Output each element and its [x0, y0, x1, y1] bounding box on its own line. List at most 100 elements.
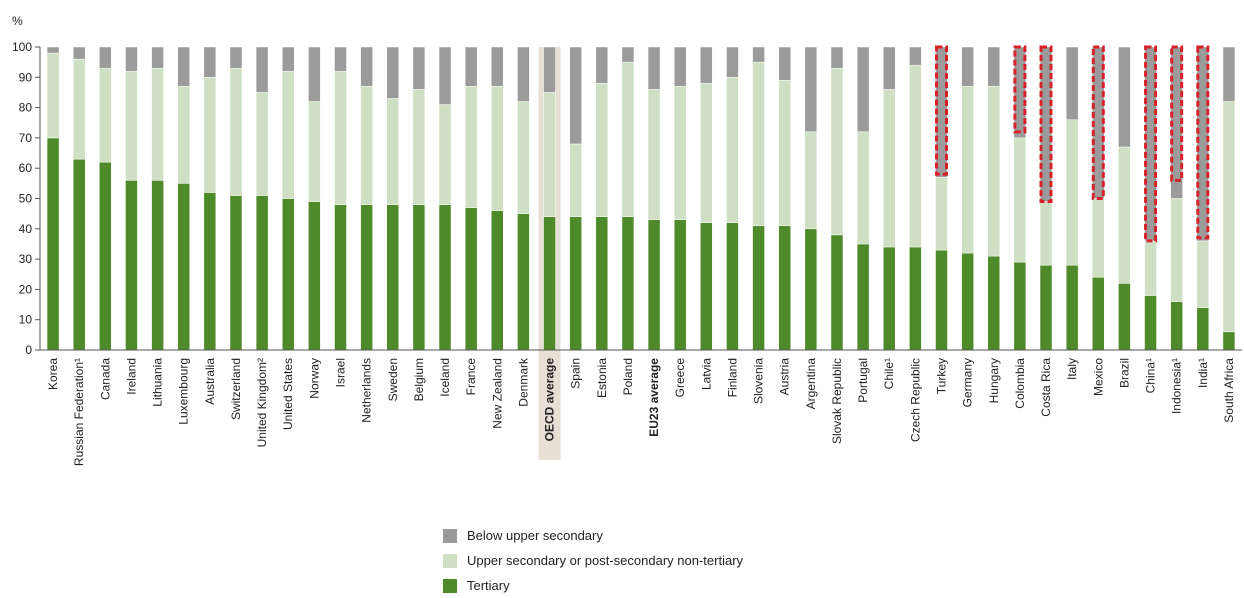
bar-below-upper-secondary-portugal: [856, 46, 870, 133]
bar-below-upper-secondary-netherlands: [360, 46, 373, 87]
bar-upper-secondary-or-post-secondary-non-tertiary-brazil: [1118, 146, 1131, 284]
bar-tertiary-estonia: [595, 216, 609, 351]
bar-upper-secondary-or-post-secondary-non-tertiary-italy: [1065, 119, 1079, 266]
bar-upper-secondary-or-post-secondary-non-tertiary-united-states: [281, 70, 295, 199]
bar-tertiary-poland: [621, 216, 635, 351]
bar-upper-secondary-or-post-secondary-non-tertiary-israel: [334, 70, 347, 205]
bar-upper-secondary-or-post-secondary-non-tertiary-switzerland: [229, 67, 243, 196]
bar-below-upper-secondary-chile: [882, 46, 896, 90]
bar-tertiary-united-kingdom: [255, 195, 269, 351]
bar-tertiary-lithuania: [151, 180, 164, 351]
bar-upper-secondary-or-post-secondary-non-tertiary-eu23-average: [647, 89, 661, 220]
bar-tertiary-switzerland: [229, 195, 243, 351]
bar-upper-secondary-or-post-secondary-non-tertiary-costa-rica: [1039, 201, 1053, 266]
bar-below-upper-secondary-greece: [673, 46, 687, 87]
x-tick-label-sweden: Sweden: [386, 358, 400, 401]
bar-below-upper-secondary-israel: [334, 46, 347, 72]
bar-upper-secondary-or-post-secondary-non-tertiary-slovak-republic: [830, 67, 844, 236]
bar-tertiary-costa-rica: [1039, 264, 1053, 351]
legend-swatch-upper-secondary: [443, 553, 457, 568]
bar-tertiary-turkey: [935, 249, 948, 351]
x-tick-label-colombia: Colombia: [1013, 358, 1027, 409]
bar-upper-secondary-or-post-secondary-non-tertiary-belgium: [412, 89, 426, 205]
bar-upper-secondary-or-post-secondary-non-tertiary-slovenia: [752, 61, 765, 227]
bar-tertiary-italy: [1065, 264, 1079, 351]
bar-below-upper-secondary-sweden: [386, 46, 400, 99]
bar-below-upper-secondary-switzerland: [229, 46, 243, 69]
x-tick-label-hungary: Hungary: [987, 358, 1001, 403]
x-tick-label-oecd-average: OECD average: [543, 358, 557, 442]
x-tick-label-iceland: Iceland: [438, 358, 452, 397]
bar-below-upper-secondary-costa-rica: [1039, 46, 1053, 202]
bar-upper-secondary-or-post-secondary-non-tertiary-norway: [308, 101, 321, 202]
bar-tertiary-luxembourg: [177, 183, 190, 351]
x-tick-label-lithuania: Lithuania: [151, 358, 165, 407]
partial-data-marker-costa-rica: [1039, 45, 1053, 204]
bar-below-upper-secondary-iceland: [438, 46, 452, 105]
bar-below-upper-secondary-oecd-average: [543, 46, 556, 93]
y-tick-label: 30: [19, 252, 33, 266]
x-tick-label-czech-republic: Czech Republic: [908, 358, 922, 442]
bar-below-upper-secondary-australia: [203, 46, 217, 78]
bar-tertiary-indonesia: [1170, 301, 1183, 351]
bar-tertiary-chile: [882, 246, 896, 351]
y-axis: 0 10 20 30 40 50 60 70 80 90 100: [12, 40, 41, 357]
bar-tertiary-hungary: [987, 255, 1001, 351]
partial-data-marker-china: [1144, 45, 1158, 243]
bar-tertiary-mexico: [1092, 277, 1105, 351]
bar-upper-secondary-or-post-secondary-non-tertiary-czech-republic: [909, 64, 922, 248]
bar-upper-secondary-or-post-secondary-non-tertiary-russian-federation: [72, 58, 86, 160]
bar-below-upper-secondary-united-kingdom: [255, 46, 269, 93]
bar-below-upper-secondary-new-zealand: [491, 46, 504, 87]
x-tick-label-norway: Norway: [307, 358, 321, 399]
partial-data-marker-indonesia: [1170, 45, 1184, 182]
bar-below-upper-secondary-ireland: [125, 46, 138, 72]
x-tick-label-india: India¹: [1196, 358, 1210, 388]
bar-upper-secondary-or-post-secondary-non-tertiary-united-kingdom: [255, 92, 269, 196]
x-tick-label-united-kingdom: United Kingdom²: [255, 358, 269, 447]
bar-upper-secondary-or-post-secondary-non-tertiary-portugal: [856, 131, 870, 245]
bar-tertiary-israel: [334, 204, 347, 351]
bar-tertiary-finland: [726, 222, 739, 351]
x-tick-label-russian-federation: Russian Federation¹: [72, 358, 86, 466]
bar-below-upper-secondary-denmark: [517, 46, 530, 102]
bar-upper-secondary-or-post-secondary-non-tertiary-austria: [778, 80, 791, 227]
bar-upper-secondary-or-post-secondary-non-tertiary-sweden: [386, 98, 400, 205]
bar-tertiary-australia: [203, 192, 217, 351]
x-tick-label-argentina: Argentina: [804, 358, 818, 410]
partial-data-marker-colombia: [1013, 45, 1027, 134]
x-tick-label-denmark: Denmark: [516, 357, 530, 407]
y-tick-label: 20: [19, 282, 33, 296]
bar-tertiary-india: [1196, 307, 1210, 351]
bar-below-upper-secondary-hungary: [987, 46, 1001, 87]
bar-below-upper-secondary-luxembourg: [177, 46, 190, 87]
bar-upper-secondary-or-post-secondary-non-tertiary-ireland: [125, 70, 138, 181]
bar-below-upper-secondary-canada: [99, 46, 112, 69]
bar-upper-secondary-or-post-secondary-non-tertiary-chile: [882, 89, 896, 248]
x-tick-label-germany: Germany: [961, 358, 975, 407]
bar-below-upper-secondary-belgium: [412, 46, 426, 90]
bar-tertiary-oecd-average: [543, 216, 556, 351]
bar-below-upper-secondary-lithuania: [151, 46, 164, 69]
partial-data-marker-turkey: [935, 45, 948, 176]
y-axis-label: %: [12, 14, 23, 28]
bar-below-upper-secondary-brazil: [1118, 46, 1131, 148]
y-tick-label: 60: [19, 161, 33, 175]
y-tick-label: 70: [19, 131, 33, 145]
x-tick-label-switzerland: Switzerland: [229, 358, 243, 420]
bar-upper-secondary-or-post-secondary-non-tertiary-poland: [621, 61, 635, 217]
bar-tertiary-latvia: [700, 222, 713, 351]
partial-data-marker-mexico: [1091, 45, 1105, 200]
bar-below-upper-secondary-korea: [46, 46, 60, 54]
bar-below-upper-secondary-united-states: [281, 46, 295, 72]
bar-upper-secondary-or-post-secondary-non-tertiary-colombia: [1013, 137, 1027, 263]
bar-below-upper-secondary-south-africa: [1222, 46, 1236, 102]
x-tick-label-united-states: United States: [281, 358, 295, 430]
x-tick-label-mexico: Mexico: [1091, 358, 1105, 396]
bar-tertiary-russian-federation: [72, 158, 86, 351]
x-tick-label-portugal: Portugal: [856, 358, 870, 403]
bar-upper-secondary-or-post-secondary-non-tertiary-korea: [46, 52, 60, 139]
bar-tertiary-canada: [99, 161, 112, 351]
bar-below-upper-secondary-finland: [726, 46, 739, 78]
bar-tertiary-portugal: [856, 243, 870, 351]
